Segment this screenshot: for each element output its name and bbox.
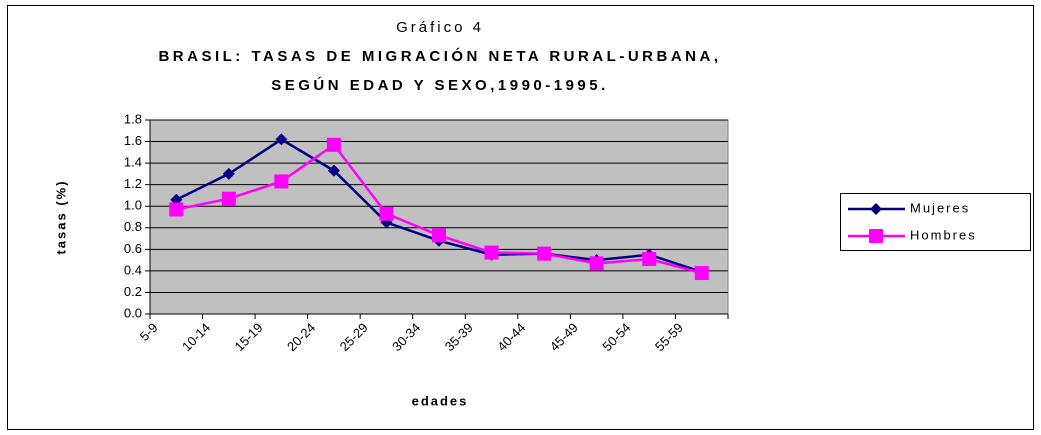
y-tick-label: 1.0 [124,198,142,213]
marker [484,245,499,260]
y-tick-label: 0.8 [124,219,142,234]
y-tick-label: 0.6 [124,241,142,256]
marker [221,191,236,206]
marker [326,137,341,152]
y-tick-label: 0.2 [124,284,142,299]
plot-area [149,119,729,315]
y-tick-label: 1.4 [124,155,142,170]
marker [275,133,288,146]
marker [327,164,340,177]
marker [537,246,552,261]
chart-subtitle: SEGÚN EDAD Y SEXO,1990-1995. [271,76,609,94]
y-tick-label: 1.8 [124,111,142,126]
legend-marker [870,203,882,215]
y-tick-label: 1.6 [124,133,142,148]
marker [432,228,446,243]
marker [274,174,289,189]
y-tick-label: 0.4 [124,262,142,277]
y-axis-label: tasas (%) [53,179,68,254]
marker [642,252,657,267]
y-tick-label: 0.0 [124,305,142,320]
marker [379,206,394,221]
legend-label: Hombres [910,227,977,242]
x-axis-label: edades [412,393,469,408]
legend-label: Mujeres [910,200,970,215]
y-tick-label: 1.2 [124,176,142,191]
marker [694,266,709,281]
chart-title: Gráfico 4 [396,19,484,36]
chart-subtitle: BRASIL: TASAS DE MIGRACIÓN NETA RURAL-UR… [158,47,721,65]
marker [169,202,184,217]
marker [222,167,235,180]
legend-marker [869,229,883,243]
marker [589,256,604,271]
